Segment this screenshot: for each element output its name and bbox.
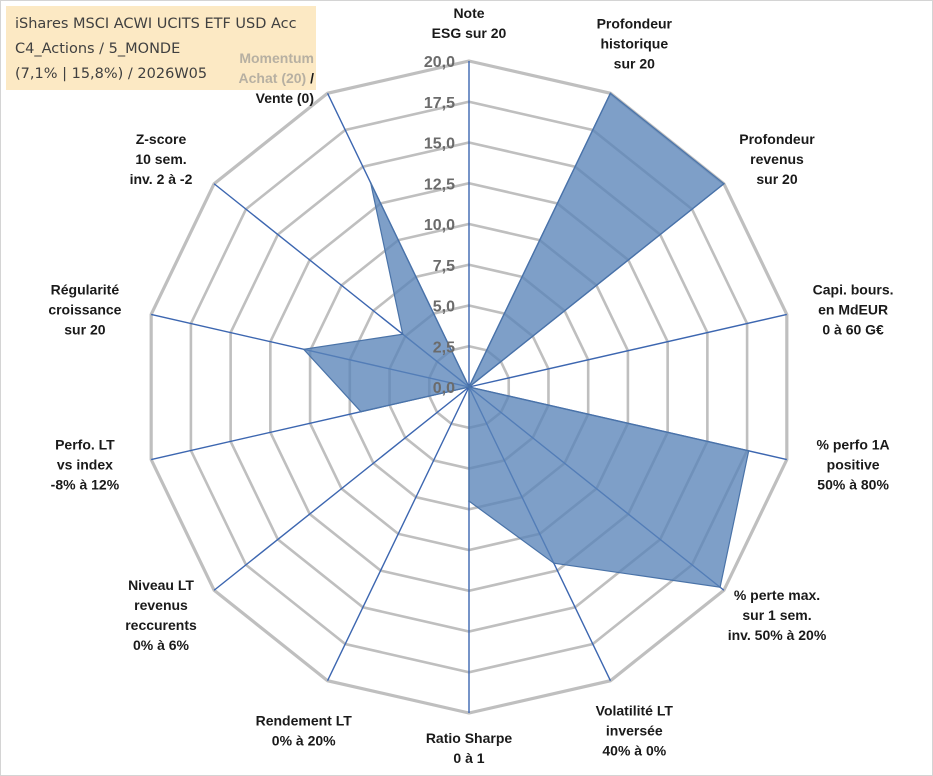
tick-label: 17,5 [424, 95, 455, 112]
data-point [609, 92, 612, 95]
axis-label: en MdEUR [818, 302, 888, 318]
axis-label: inversée [606, 722, 663, 738]
tick-label: 20,0 [424, 54, 455, 71]
axis-label: Momentum [239, 50, 314, 66]
tick-label: 5,0 [433, 299, 455, 316]
data-point [401, 333, 404, 336]
axis-label: inv. 50% à 20% [728, 627, 827, 643]
axis-label: sur 20 [64, 322, 105, 338]
axis-label: Z-score [136, 131, 187, 147]
axis-label: Volatilité LT [596, 702, 674, 718]
axis-label: 0% à 6% [133, 637, 190, 653]
axis-label: % perte max. [734, 587, 820, 603]
tick-label: 12,5 [424, 176, 455, 193]
tick-label: 7,5 [433, 258, 455, 275]
chart-title-line-1: iShares MSCI ACWI UCITS ETF USD Acc [15, 16, 297, 32]
axis-label: 0 à 1 [453, 750, 484, 766]
axis-label: Note [453, 5, 484, 21]
title-box: iShares MSCI ACWI UCITS ETF USD Acc C4_A… [6, 6, 316, 90]
axis-label: croissance [48, 302, 121, 318]
axis-label: 10 sem. [135, 151, 186, 167]
radar-tick-labels: 0,0 2,5 5,0 7,5 10,0 12,5 15,0 17,5 20,0 [424, 54, 455, 397]
axis-label: Ratio Sharpe [426, 730, 513, 746]
axis-label: 40% à 0% [602, 742, 666, 758]
axis-label: revenus [750, 151, 804, 167]
axis-label: inv. 2 à -2 [130, 171, 193, 187]
axis-label: Rendement LT [256, 712, 353, 728]
radar-axis-labels: Note ESG sur 20 Profondeur historique sur 20… [48, 5, 893, 766]
chart-title-line-2: C4_Actions / 5_MONDE [15, 41, 181, 57]
data-point [553, 562, 555, 564]
axis-label: Niveau LT [128, 577, 194, 593]
tick-label: 10,0 [424, 217, 455, 234]
axis-label: -8% à 12% [51, 476, 120, 492]
axis-label: positive [827, 456, 880, 472]
tick-label: 15,0 [424, 136, 455, 153]
axis-label: Achat (20) / [239, 70, 315, 86]
data-point [360, 410, 362, 413]
axis-label: Profondeur [597, 16, 673, 32]
axis-label: Perfo. LT [55, 436, 115, 452]
axis-label: 50% à 80% [817, 476, 889, 492]
axis-label: revenus [134, 597, 188, 613]
axis-label: % perfo 1A [817, 436, 890, 452]
data-point [468, 500, 470, 502]
axis-label: sur 20 [614, 56, 655, 72]
data-point [468, 386, 470, 388]
chart-title-line-3: (7,1% | 15,8%) / 2026W05 [15, 66, 208, 82]
axis-label: 0% à 20% [272, 732, 336, 748]
axis-label: Régularité [51, 282, 120, 298]
axis-label: Vente (0) [256, 90, 314, 106]
axis-label: 0 à 60 G€ [822, 322, 884, 338]
data-point [302, 348, 305, 351]
data-point [747, 450, 750, 452]
axis-label: historique [600, 36, 668, 52]
axis-label: reccurents [125, 617, 197, 633]
axis-label: Capi. bours. [813, 282, 894, 298]
axis-spoke [326, 386, 470, 682]
axis-label: Profondeur [739, 131, 815, 147]
series-area [302, 92, 750, 588]
tick-label: 0,0 [433, 380, 455, 397]
axis-spoke [468, 313, 787, 388]
data-point [719, 586, 721, 588]
data-point [723, 182, 725, 185]
axis-label: vs index [57, 456, 113, 472]
radar-series [302, 92, 750, 588]
tick-label: 2,5 [433, 339, 455, 356]
axis-spoke [213, 386, 470, 591]
data-point [369, 182, 372, 184]
axis-label: sur 1 sem. [742, 607, 811, 623]
axis-label: ESG sur 20 [432, 25, 507, 41]
axis-label: sur 20 [756, 171, 797, 187]
